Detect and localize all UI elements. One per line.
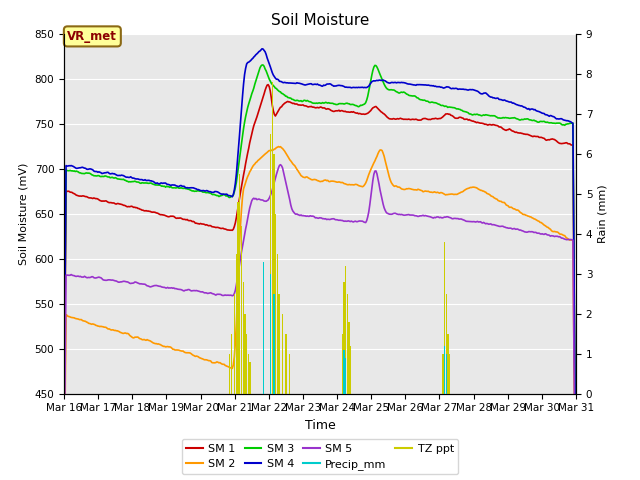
Text: VR_met: VR_met: [67, 30, 117, 43]
Bar: [263, 262, 264, 394]
Bar: [239, 174, 241, 394]
Title: Soil Moisture: Soil Moisture: [271, 13, 369, 28]
Bar: [278, 294, 280, 394]
Bar: [347, 294, 348, 394]
Bar: [246, 334, 247, 394]
Bar: [343, 349, 344, 394]
X-axis label: Time: Time: [305, 419, 335, 432]
Bar: [248, 354, 249, 394]
Bar: [444, 346, 445, 394]
Bar: [348, 322, 349, 394]
Y-axis label: Rain (mm): Rain (mm): [598, 184, 608, 243]
Bar: [445, 354, 447, 394]
Bar: [237, 202, 239, 394]
Bar: [282, 313, 283, 394]
Bar: [445, 294, 447, 394]
Bar: [241, 226, 242, 394]
Y-axis label: Soil Moisture (mV): Soil Moisture (mV): [19, 162, 29, 265]
Bar: [345, 358, 346, 394]
Bar: [345, 265, 346, 394]
Bar: [276, 253, 278, 394]
Bar: [243, 282, 244, 394]
Bar: [275, 214, 276, 394]
Bar: [444, 241, 445, 394]
Bar: [343, 282, 344, 394]
Legend: SM 1, SM 2, SM 3, SM 4, SM 5, Precip_mm, TZ ppt: SM 1, SM 2, SM 3, SM 4, SM 5, Precip_mm,…: [182, 439, 458, 474]
Bar: [271, 82, 273, 394]
Bar: [234, 294, 236, 394]
Bar: [229, 354, 230, 394]
Bar: [230, 334, 232, 394]
Bar: [250, 361, 251, 394]
Bar: [273, 154, 275, 394]
Bar: [447, 334, 449, 394]
Bar: [273, 294, 275, 394]
Bar: [350, 346, 351, 394]
Bar: [244, 313, 246, 394]
Bar: [289, 354, 290, 394]
Bar: [270, 274, 271, 394]
Bar: [442, 354, 444, 394]
Bar: [285, 334, 287, 394]
Bar: [236, 253, 237, 394]
Bar: [270, 133, 271, 394]
Bar: [342, 334, 343, 394]
Bar: [449, 354, 451, 394]
